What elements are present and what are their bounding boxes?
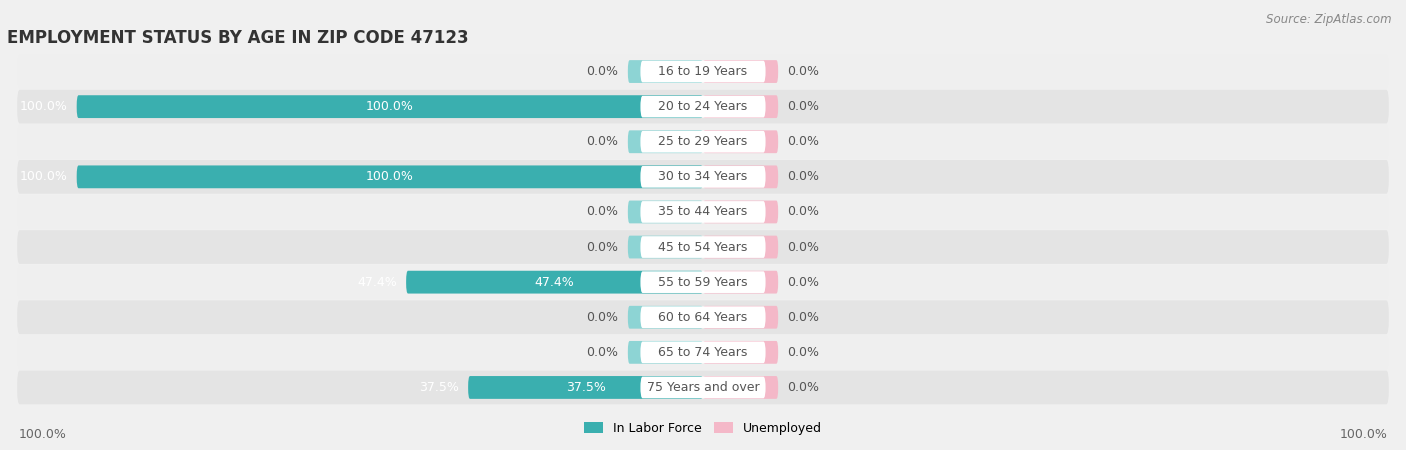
Text: 0.0%: 0.0% — [787, 171, 820, 183]
FancyBboxPatch shape — [703, 236, 778, 258]
FancyBboxPatch shape — [640, 236, 766, 258]
FancyBboxPatch shape — [640, 131, 766, 153]
FancyBboxPatch shape — [17, 266, 1389, 299]
Text: 0.0%: 0.0% — [787, 276, 820, 288]
FancyBboxPatch shape — [640, 201, 766, 223]
FancyBboxPatch shape — [628, 60, 703, 83]
Text: 100.0%: 100.0% — [1340, 428, 1388, 441]
FancyBboxPatch shape — [77, 166, 703, 188]
Text: 0.0%: 0.0% — [586, 135, 619, 148]
FancyBboxPatch shape — [17, 230, 1389, 264]
FancyBboxPatch shape — [17, 90, 1389, 123]
FancyBboxPatch shape — [628, 236, 703, 258]
FancyBboxPatch shape — [406, 271, 703, 293]
Text: 0.0%: 0.0% — [586, 241, 619, 253]
Text: Source: ZipAtlas.com: Source: ZipAtlas.com — [1267, 14, 1392, 27]
FancyBboxPatch shape — [628, 341, 703, 364]
Text: 0.0%: 0.0% — [586, 206, 619, 218]
Text: 37.5%: 37.5% — [419, 381, 458, 394]
FancyBboxPatch shape — [640, 306, 766, 328]
Text: 0.0%: 0.0% — [787, 206, 820, 218]
FancyBboxPatch shape — [703, 376, 778, 399]
Text: 0.0%: 0.0% — [787, 100, 820, 113]
Text: 75 Years and over: 75 Years and over — [647, 381, 759, 394]
Text: 0.0%: 0.0% — [787, 311, 820, 324]
Text: 20 to 24 Years: 20 to 24 Years — [658, 100, 748, 113]
FancyBboxPatch shape — [703, 60, 778, 83]
FancyBboxPatch shape — [17, 125, 1389, 158]
FancyBboxPatch shape — [17, 336, 1389, 369]
Text: 65 to 74 Years: 65 to 74 Years — [658, 346, 748, 359]
FancyBboxPatch shape — [17, 301, 1389, 334]
FancyBboxPatch shape — [640, 166, 766, 188]
Text: 0.0%: 0.0% — [787, 65, 820, 78]
FancyBboxPatch shape — [17, 55, 1389, 88]
Text: 25 to 29 Years: 25 to 29 Years — [658, 135, 748, 148]
FancyBboxPatch shape — [640, 61, 766, 82]
FancyBboxPatch shape — [17, 371, 1389, 404]
Text: 47.4%: 47.4% — [357, 276, 396, 288]
FancyBboxPatch shape — [77, 95, 703, 118]
FancyBboxPatch shape — [17, 160, 1389, 194]
Legend: In Labor Force, Unemployed: In Labor Force, Unemployed — [582, 419, 824, 437]
Text: 60 to 64 Years: 60 to 64 Years — [658, 311, 748, 324]
Text: EMPLOYMENT STATUS BY AGE IN ZIP CODE 47123: EMPLOYMENT STATUS BY AGE IN ZIP CODE 471… — [7, 29, 468, 47]
FancyBboxPatch shape — [703, 341, 778, 364]
FancyBboxPatch shape — [17, 195, 1389, 229]
Text: 100.0%: 100.0% — [366, 171, 413, 183]
Text: 35 to 44 Years: 35 to 44 Years — [658, 206, 748, 218]
Text: 0.0%: 0.0% — [787, 381, 820, 394]
Text: 0.0%: 0.0% — [787, 135, 820, 148]
FancyBboxPatch shape — [628, 130, 703, 153]
FancyBboxPatch shape — [640, 96, 766, 117]
Text: 100.0%: 100.0% — [18, 428, 66, 441]
FancyBboxPatch shape — [628, 306, 703, 328]
Text: 45 to 54 Years: 45 to 54 Years — [658, 241, 748, 253]
Text: 30 to 34 Years: 30 to 34 Years — [658, 171, 748, 183]
FancyBboxPatch shape — [640, 377, 766, 398]
FancyBboxPatch shape — [703, 201, 778, 223]
Text: 100.0%: 100.0% — [366, 100, 413, 113]
FancyBboxPatch shape — [703, 271, 778, 293]
FancyBboxPatch shape — [703, 306, 778, 328]
Text: 0.0%: 0.0% — [787, 241, 820, 253]
FancyBboxPatch shape — [628, 201, 703, 223]
FancyBboxPatch shape — [703, 95, 778, 118]
FancyBboxPatch shape — [468, 376, 703, 399]
Text: 0.0%: 0.0% — [586, 311, 619, 324]
FancyBboxPatch shape — [703, 166, 778, 188]
FancyBboxPatch shape — [640, 271, 766, 293]
FancyBboxPatch shape — [640, 342, 766, 363]
Text: 37.5%: 37.5% — [565, 381, 606, 394]
Text: 100.0%: 100.0% — [20, 100, 67, 113]
FancyBboxPatch shape — [703, 130, 778, 153]
Text: 16 to 19 Years: 16 to 19 Years — [658, 65, 748, 78]
Text: 47.4%: 47.4% — [534, 276, 575, 288]
Text: 100.0%: 100.0% — [20, 171, 67, 183]
Text: 55 to 59 Years: 55 to 59 Years — [658, 276, 748, 288]
Text: 0.0%: 0.0% — [787, 346, 820, 359]
Text: 0.0%: 0.0% — [586, 65, 619, 78]
Text: 0.0%: 0.0% — [586, 346, 619, 359]
